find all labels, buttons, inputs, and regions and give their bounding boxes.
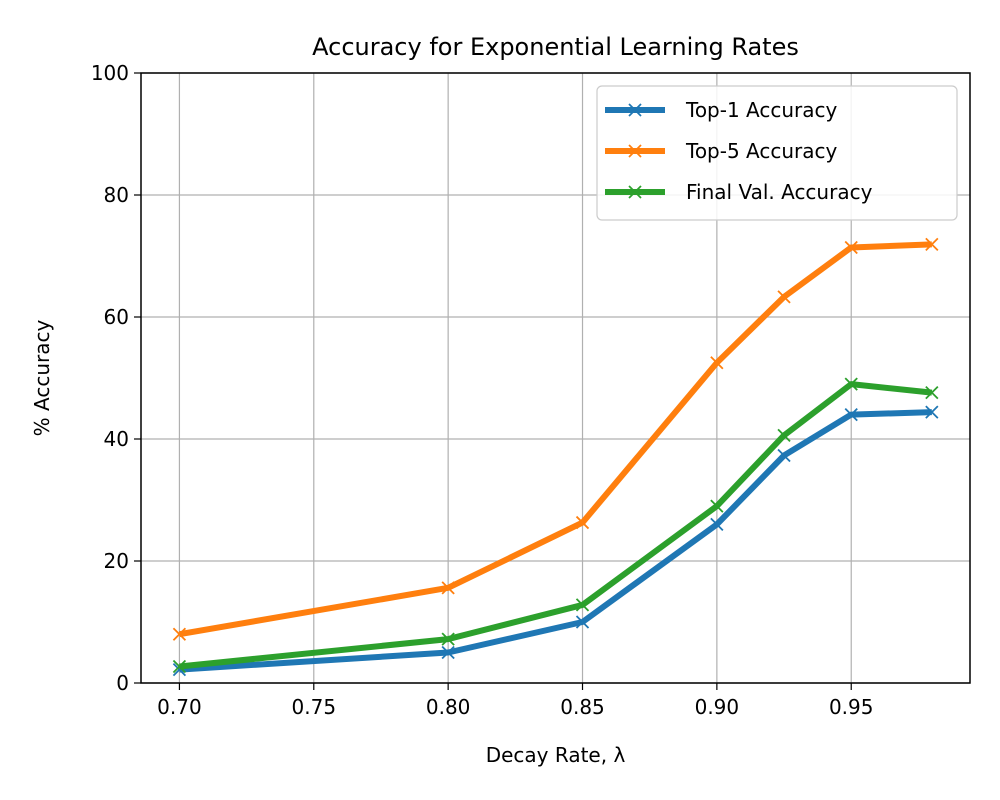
legend-marker <box>628 185 642 199</box>
y-tick-label: 100 <box>91 61 129 85</box>
data-point-marker <box>777 448 791 463</box>
axis-ticks: 0.70 0.75 0.80 0.85 0.90 0.95 0 20 40 60 80 100 <box>91 61 874 719</box>
series-top-1-accuracy <box>172 405 939 677</box>
data-point-marker <box>441 581 455 595</box>
x-tick-label: 0.80 <box>426 695 471 719</box>
data-point-marker <box>575 515 590 530</box>
data-point-marker <box>844 377 858 391</box>
legend-label: Top-5 Accuracy <box>685 139 838 163</box>
y-tick-label: 40 <box>104 427 129 451</box>
data-point-marker <box>925 405 939 419</box>
x-tick-label: 0.85 <box>560 695 605 719</box>
x-tick-label: 0.70 <box>157 695 202 719</box>
legend-marker <box>628 103 642 117</box>
data-point-marker <box>575 598 590 612</box>
data-point-marker <box>172 659 187 674</box>
y-tick-label: 80 <box>104 183 129 207</box>
series-final-val-accuracy <box>172 377 939 674</box>
chart-title: Accuracy for Exponential Learning Rates <box>312 33 799 61</box>
data-point-marker <box>441 645 455 660</box>
series-layer <box>172 237 939 677</box>
data-point-marker <box>925 386 939 400</box>
data-point-marker <box>777 428 791 442</box>
data-point-marker <box>844 407 858 422</box>
data-point-marker <box>710 356 724 370</box>
legend: Top-1 Accuracy Top-5 Accuracy Final Val. A… <box>596 85 958 221</box>
y-axis-title: % Accuracy <box>30 320 54 437</box>
data-point-marker <box>844 240 858 255</box>
data-point-marker <box>575 615 590 629</box>
data-point-marker <box>172 627 187 641</box>
x-tick-label: 0.95 <box>829 695 874 719</box>
x-axis-title: Decay Rate, λ <box>486 743 626 767</box>
y-tick-label: 60 <box>104 305 129 329</box>
legend-label: Final Val. Accuracy <box>686 180 873 204</box>
legend-marker <box>628 144 642 158</box>
legend-item: Final Val. Accuracy <box>605 180 873 204</box>
series-top-5-accuracy <box>172 237 939 641</box>
data-point-marker <box>441 632 455 646</box>
data-point-marker <box>710 499 724 513</box>
plot-area-frame <box>140 72 971 684</box>
x-tick-label: 0.75 <box>292 695 337 719</box>
data-point-marker <box>925 237 939 252</box>
legend-label: Top-1 Accuracy <box>685 98 838 122</box>
data-point-marker <box>710 517 724 532</box>
y-tick-label: 0 <box>116 671 129 695</box>
y-tick-label: 20 <box>104 549 129 573</box>
legend-item: Top-5 Accuracy <box>605 139 838 163</box>
x-tick-label: 0.90 <box>695 695 740 719</box>
data-point-marker <box>777 290 791 304</box>
legend-item: Top-1 Accuracy <box>605 98 838 122</box>
legend-box <box>596 85 958 221</box>
